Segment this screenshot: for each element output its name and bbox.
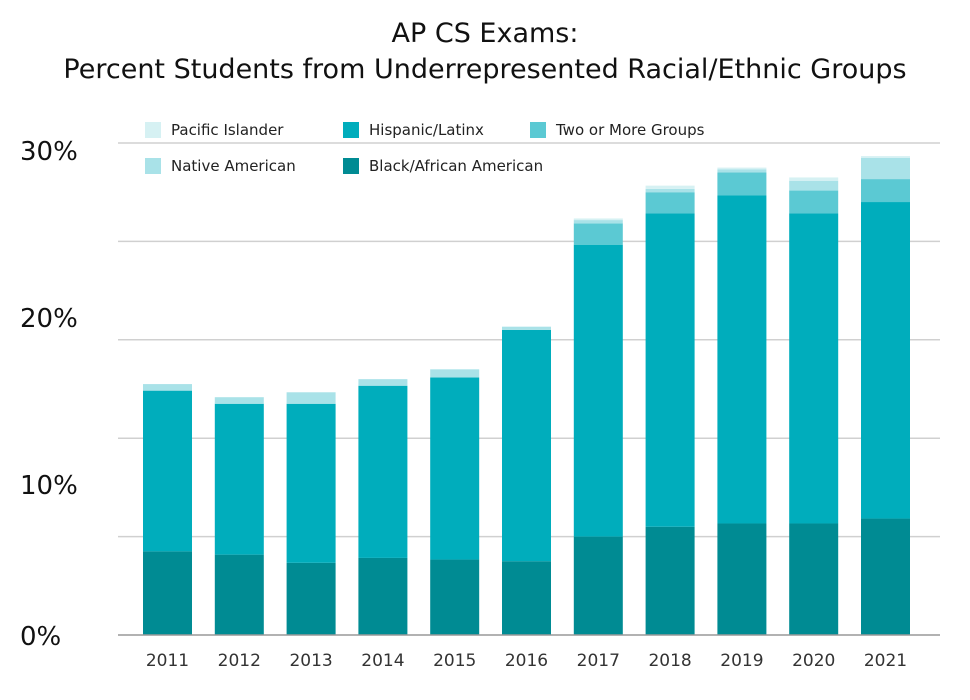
bar-segment [573,244,623,537]
x-tick-label: 2017 [577,651,620,671]
x-tick-label: 2013 [289,651,332,671]
x-tick-label: 2021 [864,651,907,671]
chart-title: AP CS Exams: [391,18,579,49]
legend-item: Native American [145,157,296,175]
bar-segment [717,169,767,173]
x-tick-label: 2020 [792,651,835,671]
legend-label: Two or More Groups [556,121,705,139]
bar-segment [502,329,551,562]
legend-item: Black/African American [343,157,543,175]
bar-segment [286,562,336,635]
bar-segment [645,188,695,193]
bar-segment [430,559,480,635]
bar-segment [143,390,192,552]
bar-segment [645,185,695,189]
bar-segment [573,220,623,224]
bar-segment [717,167,767,170]
bar-segment [214,403,264,555]
bar-segment [502,561,551,635]
bar-segment [861,202,910,519]
bar-segment [358,379,408,386]
legend-label: Pacific Islander [171,121,284,139]
bar-segment [645,526,695,635]
bar-segment [789,180,839,191]
bar-segment [789,213,839,524]
bar-segment [286,403,336,563]
legend-swatch [145,122,161,138]
x-tick-label: 2019 [720,651,763,671]
bar-segment [861,156,910,158]
y-tick-label: 0% [20,622,61,652]
legend-item: Hispanic/Latinx [343,121,484,139]
x-tick-label: 2015 [433,651,476,671]
bar-segment [214,554,264,635]
y-tick-label: 20% [20,304,78,334]
bar-segment [789,177,839,181]
bar-segment [717,195,767,524]
legend-label: Black/African American [369,157,544,175]
x-tick-label: 2018 [648,651,691,671]
bar-segment [573,536,623,635]
bar-segment [214,397,264,404]
bar-segment [143,384,192,391]
bar-segment [789,190,839,214]
bar-segment [286,392,336,404]
bar-segment [645,192,695,214]
bar-segment [861,518,910,635]
legend-swatch [343,158,359,174]
legend-label: Hispanic/Latinx [369,121,484,139]
legend-item: Two or More Groups [530,121,704,139]
legend-swatch [343,122,359,138]
x-tick-label: 2011 [146,651,189,671]
bar-segment [143,551,192,635]
y-tick-label: 30% [20,137,78,167]
bar-segment [717,523,767,635]
bar-segment [717,172,767,196]
bar-segment [573,223,623,245]
chart-subtitle: Percent Students from Underrepresented R… [63,54,907,85]
legend-label: Native American [171,157,296,175]
bar-segment [861,157,910,180]
legend-swatch [145,158,161,174]
bar-segment [645,213,695,527]
bar-segment [358,385,408,558]
bar-segment [430,377,480,560]
bar-segment [789,523,839,635]
x-tick-label: 2012 [218,651,261,671]
legend-item: Pacific Islander [145,121,283,139]
legend-swatch [530,122,546,138]
bar-segment [573,218,623,221]
y-tick-label: 10% [20,471,78,501]
x-tick-label: 2014 [361,651,404,671]
bar-segment [502,326,551,330]
x-tick-label: 2016 [505,651,548,671]
bar-segment [861,179,910,203]
bar-segment [358,557,408,635]
bar-segment [430,369,480,378]
